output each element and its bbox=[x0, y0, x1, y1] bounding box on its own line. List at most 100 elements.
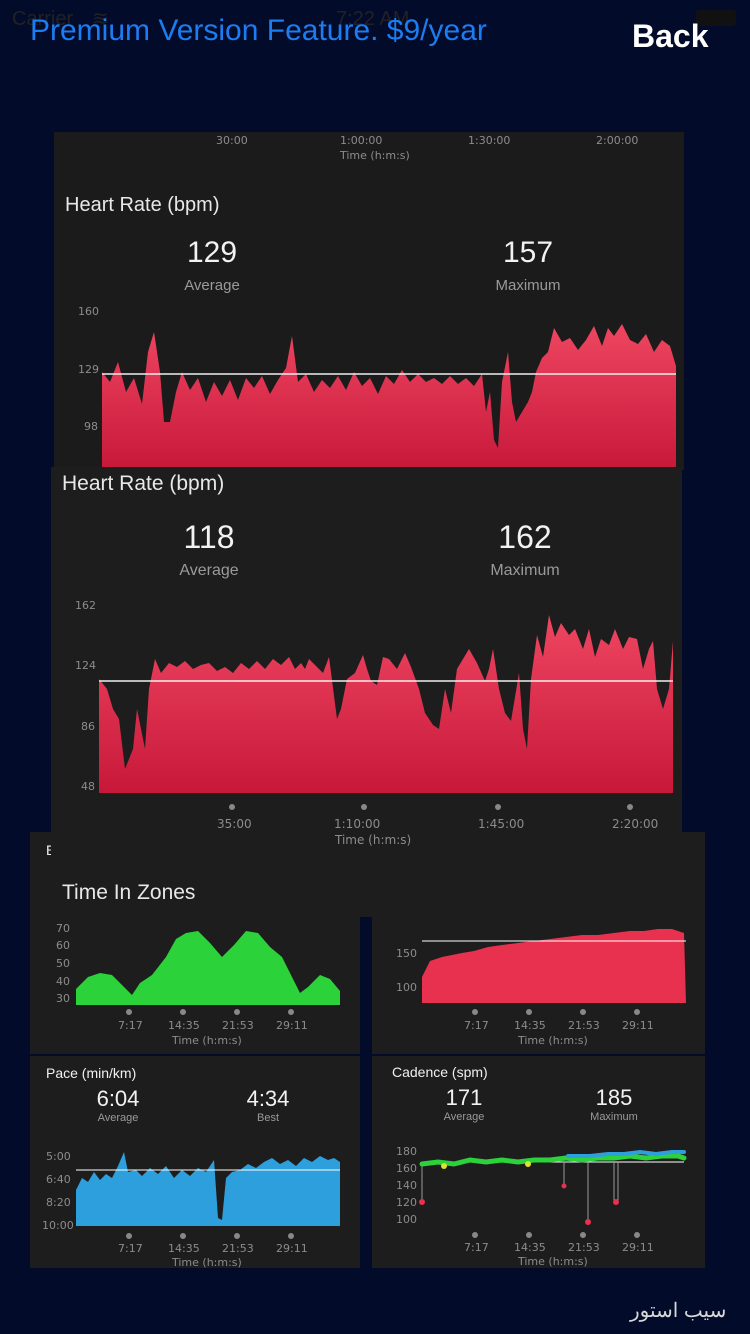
y-tick: 10:00 bbox=[42, 1219, 74, 1232]
x-tick: 29:11 bbox=[622, 1241, 654, 1254]
y-tick: 30 bbox=[56, 992, 70, 1005]
y-tick: 8:20 bbox=[46, 1196, 71, 1209]
y-tick: 120 bbox=[396, 1196, 417, 1209]
x-dot bbox=[495, 804, 501, 810]
pace-best-label: Best bbox=[256, 1112, 279, 1124]
x-dot bbox=[634, 1009, 640, 1015]
x-dot bbox=[126, 1233, 132, 1239]
y-tick: 5:00 bbox=[46, 1150, 71, 1163]
premium-link[interactable]: Premium Version Feature. $9/year bbox=[30, 14, 487, 47]
x-axis-title: Time (h:m:s) bbox=[335, 833, 412, 847]
x-axis-title: Time (h:m:s) bbox=[172, 1256, 242, 1269]
hr1-average-label: Average bbox=[184, 277, 240, 294]
heart-rate-panel-1: 30:00 1:00:00 1:30:00 2:00:00 Time (h:m:… bbox=[54, 132, 684, 470]
hr2-max-value: 162 bbox=[498, 519, 552, 555]
y-tick: 160 bbox=[78, 305, 99, 318]
x-dot bbox=[627, 804, 633, 810]
x-tick: 1:00:00 bbox=[340, 134, 383, 147]
x-tick: 1:30:00 bbox=[468, 134, 511, 147]
x-dot bbox=[288, 1233, 294, 1239]
x-dot bbox=[288, 1009, 294, 1015]
x-dot bbox=[580, 1009, 586, 1015]
x-dot bbox=[234, 1233, 240, 1239]
status-carrier: Carrier bbox=[12, 8, 74, 30]
x-tick: 2:20:00 bbox=[612, 817, 659, 831]
x-dot bbox=[229, 804, 235, 810]
x-tick: 14:35 bbox=[168, 1242, 200, 1255]
x-dot bbox=[180, 1009, 186, 1015]
x-tick: 14:35 bbox=[514, 1241, 546, 1254]
x-tick: 35:00 bbox=[217, 817, 252, 831]
y-tick: 150 bbox=[396, 947, 417, 960]
x-tick: 7:17 bbox=[118, 1019, 143, 1032]
x-dot bbox=[634, 1232, 640, 1238]
hr1-average-value: 129 bbox=[186, 236, 238, 269]
x-tick: 7:17 bbox=[464, 1019, 489, 1032]
heart-rate-small-chart bbox=[422, 929, 686, 1003]
x-dot bbox=[526, 1009, 532, 1015]
status-time: 7:22 AM bbox=[336, 8, 410, 30]
hr1-chart bbox=[102, 324, 676, 470]
y-tick: 70 bbox=[56, 922, 70, 935]
x-tick: 14:35 bbox=[168, 1019, 200, 1032]
x-tick: 21:53 bbox=[222, 1242, 254, 1255]
pace-title: Pace (min/km) bbox=[46, 1065, 137, 1081]
x-dot bbox=[180, 1233, 186, 1239]
heart-rate-panel-2: Heart Rate (bpm) 118 Average 162 Maximum… bbox=[51, 467, 682, 917]
cadence-chart bbox=[419, 1149, 687, 1225]
y-tick: 160 bbox=[396, 1162, 417, 1175]
x-tick: 2:00:00 bbox=[596, 134, 639, 147]
elevation-chart bbox=[76, 931, 340, 1005]
y-tick: 50 bbox=[56, 957, 70, 970]
y-tick: 124 bbox=[75, 659, 96, 672]
hr2-chart bbox=[99, 615, 673, 793]
x-dot bbox=[526, 1232, 532, 1238]
y-tick: 180 bbox=[396, 1145, 417, 1158]
hr1-max-label: Maximum bbox=[495, 277, 561, 294]
x-tick: 30:00 bbox=[216, 134, 248, 147]
x-tick: 1:45:00 bbox=[478, 817, 525, 831]
hr1-max-value: 157 bbox=[502, 236, 554, 269]
cadence-average-label: Average bbox=[443, 1111, 485, 1123]
hr2-title: Heart Rate (bpm) bbox=[62, 472, 225, 495]
hr1-title: Heart Rate (bpm) bbox=[65, 194, 220, 216]
elevation-title: E bbox=[46, 842, 55, 858]
x-axis-title: Time (h:m:s) bbox=[518, 1255, 588, 1268]
y-tick: 100 bbox=[396, 981, 417, 994]
y-tick: 86 bbox=[81, 720, 95, 733]
y-tick: 60 bbox=[56, 939, 70, 952]
x-tick: 29:11 bbox=[276, 1242, 308, 1255]
x-axis-title: Time (h:m:s) bbox=[340, 149, 410, 162]
x-tick: 29:11 bbox=[276, 1019, 308, 1032]
x-axis-title: Time (h:m:s) bbox=[518, 1034, 588, 1047]
hr2-average-value: 118 bbox=[183, 519, 235, 555]
pace-chart bbox=[76, 1152, 340, 1226]
hr2-average-label: Average bbox=[179, 562, 239, 579]
pace-best-value: 4:34 bbox=[246, 1086, 290, 1111]
cadence-max-label: Maximum bbox=[590, 1111, 638, 1123]
wifi-icon: ≋ bbox=[92, 8, 109, 30]
battery-icon bbox=[696, 10, 736, 26]
cadence-average-value: 171 bbox=[445, 1085, 483, 1110]
y-tick: 100 bbox=[396, 1213, 417, 1226]
x-tick: 7:17 bbox=[464, 1241, 489, 1254]
pace-panel: Pace (min/km) 6:04 Average 4:34 Best 5:0… bbox=[30, 1056, 360, 1269]
back-button[interactable]: Back bbox=[632, 18, 709, 54]
y-tick: 40 bbox=[56, 975, 70, 988]
x-tick: 21:53 bbox=[568, 1019, 600, 1032]
y-tick: 98 bbox=[84, 420, 98, 433]
status-bar: Carrier ≋ 7:22 AM bbox=[0, 0, 750, 40]
time-in-zones-title: Time In Zones bbox=[62, 881, 196, 904]
x-tick: 14:35 bbox=[514, 1019, 546, 1032]
cadence-max-value: 185 bbox=[595, 1085, 633, 1110]
x-dot bbox=[580, 1232, 586, 1238]
x-tick: 7:17 bbox=[118, 1242, 143, 1255]
x-dot bbox=[472, 1009, 478, 1015]
x-tick: 29:11 bbox=[622, 1019, 654, 1032]
cadence-panel: Cadence (spm) 171 Average 185 Maximum 18… bbox=[372, 1056, 705, 1268]
cadence-title: Cadence (spm) bbox=[392, 1064, 488, 1080]
x-dot bbox=[472, 1232, 478, 1238]
pace-average-value: 6:04 bbox=[96, 1086, 140, 1111]
x-axis-title: Time (h:m:s) bbox=[172, 1034, 242, 1047]
x-tick: 21:53 bbox=[222, 1019, 254, 1032]
